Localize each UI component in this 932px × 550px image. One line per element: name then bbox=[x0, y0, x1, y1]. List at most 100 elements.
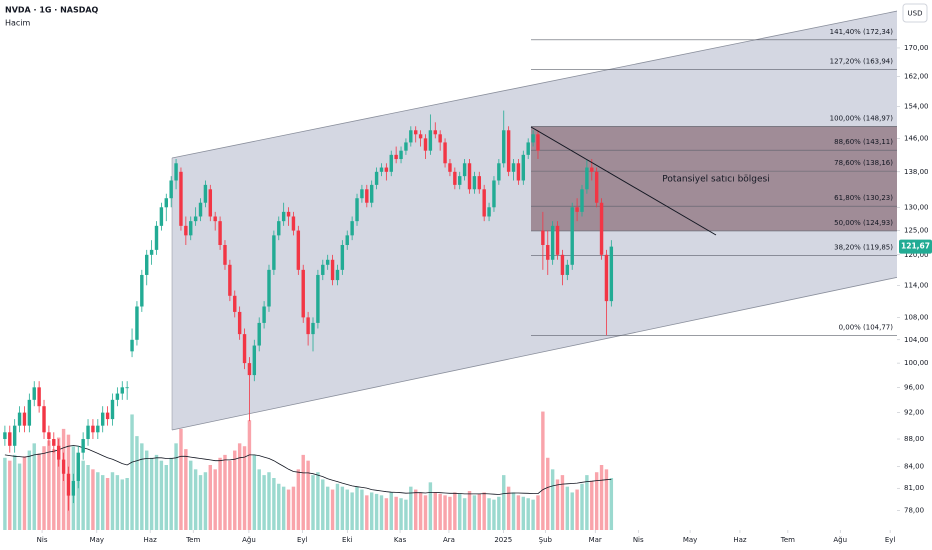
currency-box[interactable] bbox=[902, 3, 928, 23]
channel-upper bbox=[171, 3, 932, 159]
candle-body bbox=[325, 259, 330, 265]
volume-bar bbox=[467, 491, 472, 530]
x-tick-label: Tem bbox=[185, 536, 200, 544]
volume-bar bbox=[17, 463, 22, 530]
volume-bar bbox=[252, 454, 257, 530]
volume-bar bbox=[546, 457, 550, 530]
candle-body bbox=[458, 176, 462, 185]
candle-body bbox=[130, 339, 134, 352]
volume-bar bbox=[203, 472, 208, 530]
y-tick-label: 81,00 bbox=[904, 484, 924, 492]
price-tag: 121,67 bbox=[901, 242, 930, 251]
volume-bar bbox=[301, 454, 305, 530]
candle-body bbox=[120, 387, 124, 394]
y-tick-label: 120,00 bbox=[904, 251, 929, 259]
candle-body bbox=[91, 425, 95, 433]
volume-bar bbox=[462, 498, 467, 530]
price-axis bbox=[897, 0, 932, 550]
volume-bar bbox=[32, 443, 36, 530]
volume-bar bbox=[145, 450, 149, 530]
candle-body bbox=[56, 445, 61, 460]
volume-bar bbox=[379, 495, 384, 530]
volume-bar bbox=[105, 478, 110, 530]
volume-bar bbox=[22, 456, 27, 530]
volume-bar bbox=[335, 483, 340, 530]
y-tick-label: 84,00 bbox=[904, 463, 924, 471]
candle-body bbox=[237, 311, 242, 335]
candle-body bbox=[609, 246, 614, 302]
candle-body bbox=[511, 163, 516, 172]
x-tick-label: Eki bbox=[342, 536, 352, 544]
volume-bar bbox=[100, 475, 105, 530]
volume-bar bbox=[413, 489, 418, 530]
volume-bar bbox=[242, 446, 247, 530]
volume-bar bbox=[115, 475, 120, 530]
volume-bar bbox=[345, 489, 349, 530]
volume-bar bbox=[428, 482, 433, 530]
candle-body bbox=[462, 163, 467, 177]
candle-body bbox=[306, 317, 310, 335]
volume-bar bbox=[76, 454, 80, 530]
candle-body bbox=[355, 198, 359, 222]
x-tick-label: Ara bbox=[443, 536, 455, 544]
volume-bar bbox=[536, 495, 540, 530]
x-tick-label: Haz bbox=[144, 536, 158, 544]
candle-body bbox=[409, 130, 413, 143]
volume-bar bbox=[570, 492, 574, 530]
volume-bar bbox=[399, 498, 403, 530]
candle-body bbox=[428, 130, 433, 151]
currency[interactable]: USD bbox=[908, 10, 923, 18]
volume-ma bbox=[4, 445, 612, 495]
candle-body bbox=[37, 387, 41, 407]
volume-bar bbox=[208, 465, 213, 530]
volume-bar bbox=[159, 460, 164, 530]
x-tick-label: Şub bbox=[539, 536, 553, 544]
candle-body bbox=[228, 264, 232, 296]
candle-body bbox=[189, 221, 193, 236]
indicator: Hacim bbox=[5, 19, 31, 28]
volume-bar bbox=[286, 489, 291, 530]
volume-bar bbox=[257, 469, 261, 530]
candle-body bbox=[536, 134, 540, 151]
fib-label: 100,00% (148,97) bbox=[830, 114, 894, 122]
candle-body bbox=[360, 189, 364, 199]
candle-body bbox=[105, 412, 110, 420]
volume-bar bbox=[125, 478, 129, 530]
volume-bar bbox=[184, 449, 188, 530]
fib-label: 141,40% (172,34) bbox=[830, 28, 894, 36]
candle-body bbox=[184, 225, 188, 236]
volume-bar bbox=[237, 443, 242, 530]
volume-bar bbox=[575, 489, 579, 530]
volume-bar bbox=[560, 475, 565, 530]
volume-bar bbox=[86, 465, 90, 530]
candle-body bbox=[100, 412, 105, 426]
volume-bar bbox=[52, 449, 56, 530]
candle-body bbox=[389, 154, 393, 172]
candle-body bbox=[296, 230, 301, 270]
x-tick-label: Mar bbox=[589, 536, 602, 544]
candle-body bbox=[252, 345, 257, 376]
volume-bar bbox=[277, 483, 281, 530]
candle-body bbox=[570, 207, 574, 265]
candle-body bbox=[257, 322, 261, 346]
candle-body bbox=[262, 306, 266, 323]
volume-bar bbox=[526, 498, 530, 530]
candle-body bbox=[565, 264, 570, 275]
y-tick-label: 92,00 bbox=[904, 409, 924, 417]
candle-body bbox=[159, 207, 164, 226]
candle-body bbox=[42, 406, 46, 433]
candle-body bbox=[291, 216, 296, 231]
candle-body bbox=[394, 154, 398, 160]
candle-body bbox=[174, 163, 178, 181]
volume-bar bbox=[179, 428, 183, 530]
candle-body bbox=[399, 150, 403, 160]
volume-bar bbox=[506, 486, 511, 530]
y-tick-label: 138,00 bbox=[904, 168, 929, 176]
x-tick-label: Tem bbox=[780, 536, 795, 544]
volume-bar bbox=[223, 454, 227, 530]
volume-bar bbox=[8, 460, 12, 530]
candle-body bbox=[506, 130, 511, 172]
candle-body bbox=[521, 154, 526, 181]
volume-bar bbox=[492, 499, 496, 530]
